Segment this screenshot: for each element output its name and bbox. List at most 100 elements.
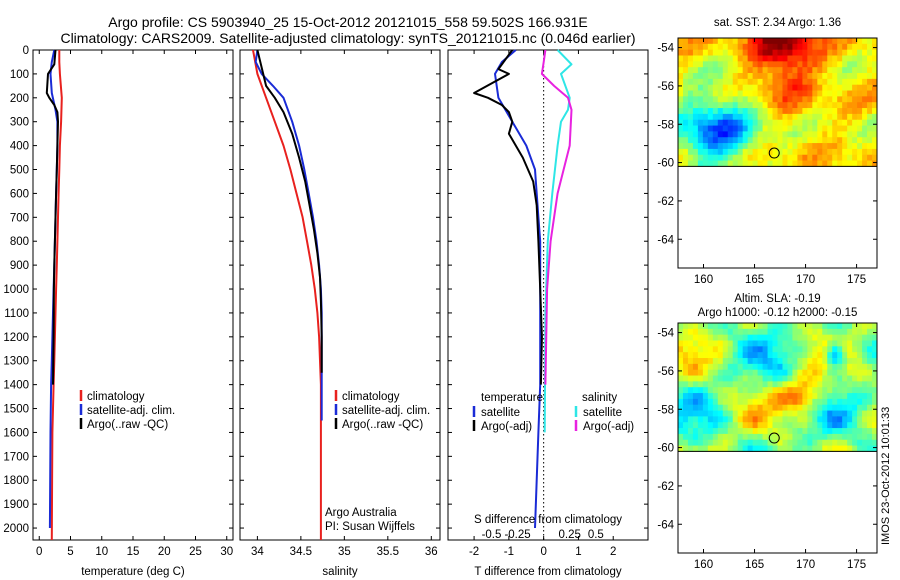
map-cell [712, 61, 719, 68]
map-cell [737, 433, 744, 441]
header-line1: Argo profile: CS 5903940_25 15-Oct-2012 … [108, 14, 588, 30]
map-cell [837, 38, 843, 45]
map-cell [727, 113, 734, 121]
map-cell [837, 404, 843, 411]
map-cell [862, 119, 868, 126]
map-cell [717, 90, 724, 97]
map-cell [727, 445, 734, 452]
x-tick-label: 35 [338, 546, 351, 558]
map-cell [707, 90, 714, 97]
map-cell [822, 38, 828, 45]
map-cell [807, 410, 813, 417]
map-cell [852, 387, 858, 394]
map-cell [777, 334, 783, 341]
map-cell [682, 55, 689, 62]
map-cell [717, 428, 724, 435]
map-cell [797, 387, 803, 394]
map-cell [767, 49, 773, 56]
map-cell [707, 439, 714, 446]
map-cell [867, 428, 873, 435]
map-cell [717, 96, 724, 103]
map-cell [822, 78, 828, 86]
map-cell [732, 67, 739, 74]
map-cell [782, 90, 788, 97]
map-cell [712, 323, 719, 330]
y-tick-label: -64 [657, 519, 674, 531]
map-cell [687, 154, 694, 161]
map-cell [787, 61, 793, 68]
map-cell [757, 340, 763, 347]
map-cell [842, 90, 848, 97]
map-cell [732, 160, 739, 167]
map-cell [682, 334, 689, 341]
map-cell [727, 143, 734, 150]
map-cell [747, 439, 754, 446]
map-cell [742, 55, 749, 62]
map-cell [837, 428, 843, 435]
map-cell [782, 340, 788, 347]
map-cell [678, 439, 684, 446]
map-cell [722, 328, 729, 336]
map-cell [772, 55, 778, 62]
map-cell [827, 346, 833, 353]
map-cell [687, 323, 694, 330]
legend-title-temperature: temperature [481, 392, 543, 404]
map-cell [827, 78, 833, 86]
map-cell [707, 393, 714, 400]
map-cell [867, 102, 873, 109]
map-cell [762, 119, 768, 126]
map-cell [682, 428, 689, 435]
map-cell [812, 340, 818, 347]
map-cell [837, 363, 843, 371]
map-cell [702, 38, 709, 45]
map-cell [807, 102, 813, 109]
secondary-x-tick-label: -0.5 [482, 529, 502, 541]
map-cell [757, 416, 763, 423]
map-cell [762, 148, 768, 156]
map-cell [732, 381, 739, 388]
map-cell [827, 387, 833, 394]
map-cell [697, 67, 704, 74]
map-cell [732, 328, 739, 336]
map-cell [752, 428, 759, 435]
map-cell [857, 416, 863, 423]
map-cell [737, 346, 744, 353]
map-cell [837, 119, 843, 126]
map-cell [692, 113, 699, 121]
map-cell [812, 352, 818, 359]
legend-label: satellite [481, 407, 520, 419]
map-cell [697, 108, 704, 115]
map-cell [852, 398, 858, 406]
map-cell [792, 416, 798, 423]
map-cell [862, 38, 868, 45]
map-cell [697, 381, 704, 388]
map-cell [707, 131, 714, 138]
map-cell [777, 131, 783, 138]
map-cell [867, 410, 873, 417]
map-cell [797, 78, 803, 86]
map-cell [812, 445, 818, 452]
map-cell [837, 148, 843, 156]
map-cell [682, 96, 689, 103]
map-cell [702, 334, 709, 341]
map-cell [782, 393, 788, 400]
map-cell [792, 154, 798, 161]
map-cell [792, 404, 798, 411]
map-cell [727, 90, 734, 97]
sla-map-cells [678, 323, 878, 452]
map-cell [872, 375, 878, 382]
map-cell [742, 404, 749, 411]
map-cell [827, 445, 833, 452]
map-cell [737, 369, 744, 376]
map-cell [687, 398, 694, 406]
map-cell [847, 102, 853, 109]
map-cell [862, 160, 868, 167]
map-cell [742, 78, 749, 86]
map-cell [827, 340, 833, 347]
map-cell [787, 428, 793, 435]
map-cell [692, 375, 699, 382]
x-tick-label: 160 [694, 559, 713, 571]
map-cell [682, 439, 689, 446]
map-cell [687, 393, 694, 400]
map-cell [832, 61, 838, 68]
